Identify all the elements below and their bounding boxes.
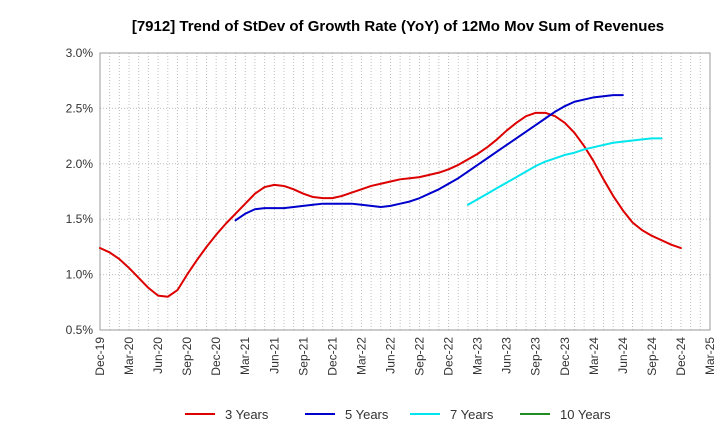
x-tick-label: Sep-24: [645, 337, 659, 376]
y-tick-label: 3.0%: [66, 46, 94, 60]
y-tick-label: 2.5%: [66, 101, 94, 115]
x-tick-label: Sep-22: [413, 337, 427, 376]
series-line: [99, 111, 682, 298]
x-tick-label: Mar-25: [703, 337, 717, 375]
x-tick-label: Mar-20: [122, 337, 136, 375]
legend-label: 3 Years: [225, 407, 269, 422]
legend-label: 5 Years: [345, 407, 389, 422]
legend-label: 10 Years: [560, 407, 611, 422]
series-group: [99, 94, 682, 298]
chart-title: [7912] Trend of StDev of Growth Rate (Yo…: [132, 18, 664, 35]
plot-area: [99, 52, 711, 331]
x-tick-label: Mar-21: [238, 337, 252, 375]
x-tick-label: Dec-24: [674, 337, 688, 376]
series-line: [234, 94, 624, 222]
y-tick-label: 1.5%: [66, 212, 94, 226]
x-tick-label: Sep-20: [180, 337, 194, 376]
x-tick-label: Dec-21: [325, 337, 339, 376]
y-axis: 0.5% 1.0% 1.5% 2.0% 2.5% 3.0%: [66, 46, 94, 337]
legend-label: 7 Years: [450, 407, 494, 422]
x-tick-label: Jun-22: [383, 337, 397, 374]
x-tick-label: Dec-20: [209, 337, 223, 376]
x-tick-label: Sep-21: [296, 337, 310, 376]
x-tick-label: Dec-19: [93, 337, 107, 376]
y-tick-label: 0.5%: [66, 323, 94, 337]
x-tick-label: Dec-22: [442, 337, 456, 376]
series-line: [466, 137, 663, 206]
x-tick-label: Jun-20: [151, 337, 165, 374]
x-tick-label: Jun-23: [500, 337, 514, 374]
x-tick-label: Dec-23: [558, 337, 572, 376]
x-tick-label: Mar-24: [587, 337, 601, 375]
x-axis: Dec-19 Mar-20 Jun-20 Sep-20 Dec-20 Mar-21 Jun-…: [93, 337, 717, 376]
x-tick-label: Sep-23: [529, 337, 543, 376]
x-tick-label: Jun-24: [616, 337, 630, 374]
x-tick-label: Jun-21: [267, 337, 281, 374]
x-tick-label: Mar-23: [471, 337, 485, 375]
legend: 3 Years 5 Years 7 Years 10 Years: [185, 407, 611, 422]
y-tick-label: 2.0%: [66, 157, 94, 171]
grid: [100, 53, 710, 330]
x-tick-label: Mar-22: [354, 337, 368, 375]
y-tick-label: 1.0%: [66, 268, 94, 282]
